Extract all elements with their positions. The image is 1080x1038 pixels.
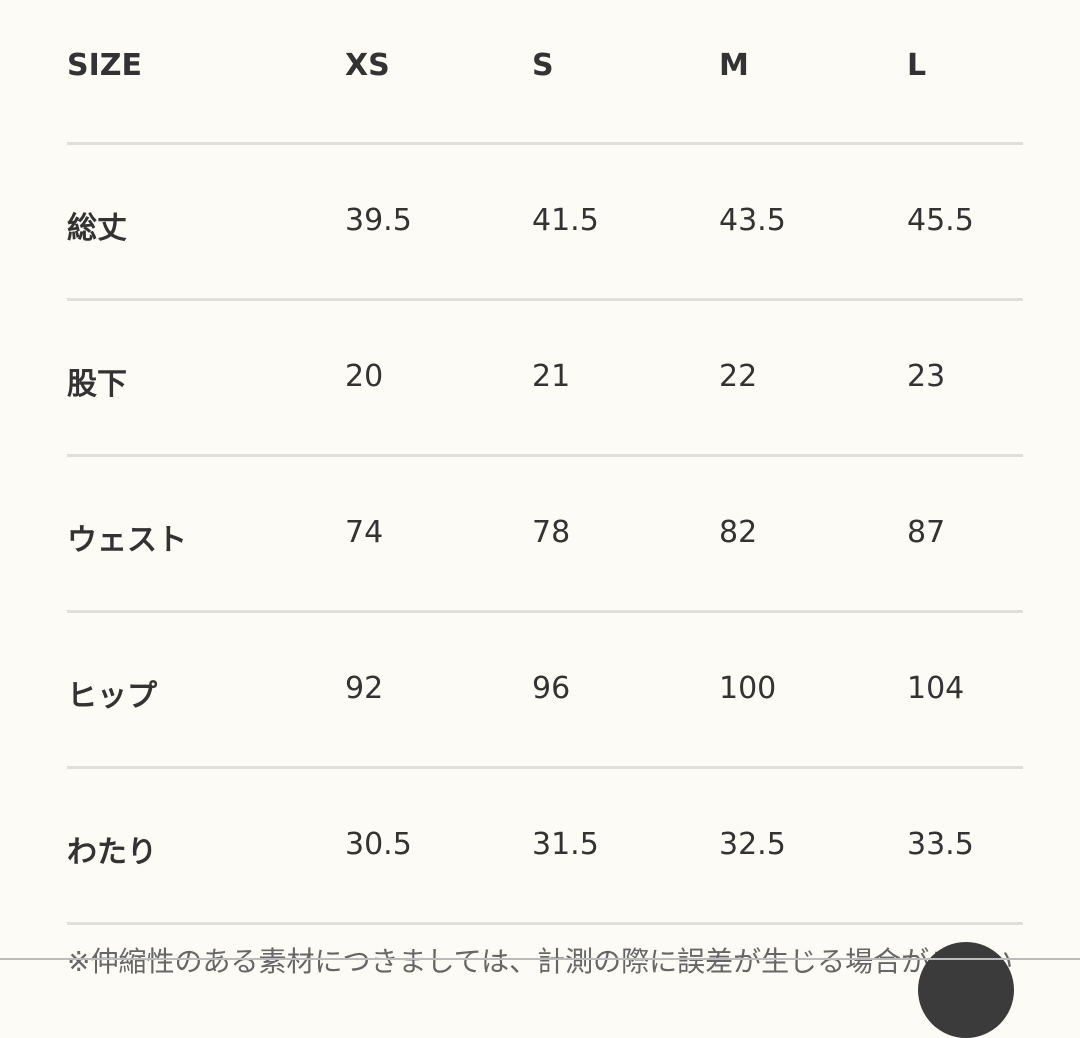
row-label: 股下 <box>67 367 127 402</box>
cell-value: 22 <box>719 359 758 394</box>
cell-value: 45.5 <box>907 203 974 238</box>
cell-value: 104 <box>907 671 965 706</box>
row-label: わたり <box>67 835 157 870</box>
measurement-note: ※伸縮性のある素材につきましては、計測の際に誤差が生じる場合がござい <box>67 945 1014 978</box>
cell-value: 78 <box>532 515 571 550</box>
table-header-row: SIZE XS S M L <box>67 0 1023 145</box>
row-label: ウェスト <box>67 523 187 558</box>
cell-value: 20 <box>345 359 384 394</box>
cell-value: 39.5 <box>345 203 412 238</box>
cell-value: 100 <box>719 671 777 706</box>
cell-value: 87 <box>907 515 946 550</box>
bottom-edge-divider <box>0 958 1080 960</box>
cell-value: 21 <box>532 359 571 394</box>
header-m: M <box>719 48 749 83</box>
size-table: SIZE XS S M L 総丈 39.5 41.5 43.5 45.5 股下 … <box>67 0 1023 925</box>
table-row: ヒップ 92 96 100 104 <box>67 613 1023 769</box>
table-row: 股下 20 21 22 23 <box>67 301 1023 457</box>
cell-value: 30.5 <box>345 827 412 862</box>
cell-value: 23 <box>907 359 946 394</box>
cell-value: 96 <box>532 671 571 706</box>
cell-value: 74 <box>345 515 384 550</box>
cell-value: 82 <box>719 515 758 550</box>
cell-value: 33.5 <box>907 827 974 862</box>
row-label: ヒップ <box>67 679 157 714</box>
header-xs: XS <box>345 48 390 83</box>
header-size: SIZE <box>67 48 143 83</box>
cell-value: 92 <box>345 671 384 706</box>
cell-value: 31.5 <box>532 827 599 862</box>
floating-action-button[interactable] <box>918 942 1014 1038</box>
header-s: S <box>532 48 554 83</box>
header-l: L <box>907 48 927 83</box>
table-row: 総丈 39.5 41.5 43.5 45.5 <box>67 145 1023 301</box>
table-row: ウェスト 74 78 82 87 <box>67 457 1023 613</box>
cell-value: 41.5 <box>532 203 599 238</box>
cell-value: 43.5 <box>719 203 786 238</box>
table-row: わたり 30.5 31.5 32.5 33.5 <box>67 769 1023 925</box>
row-label: 総丈 <box>67 211 127 246</box>
cell-value: 32.5 <box>719 827 786 862</box>
